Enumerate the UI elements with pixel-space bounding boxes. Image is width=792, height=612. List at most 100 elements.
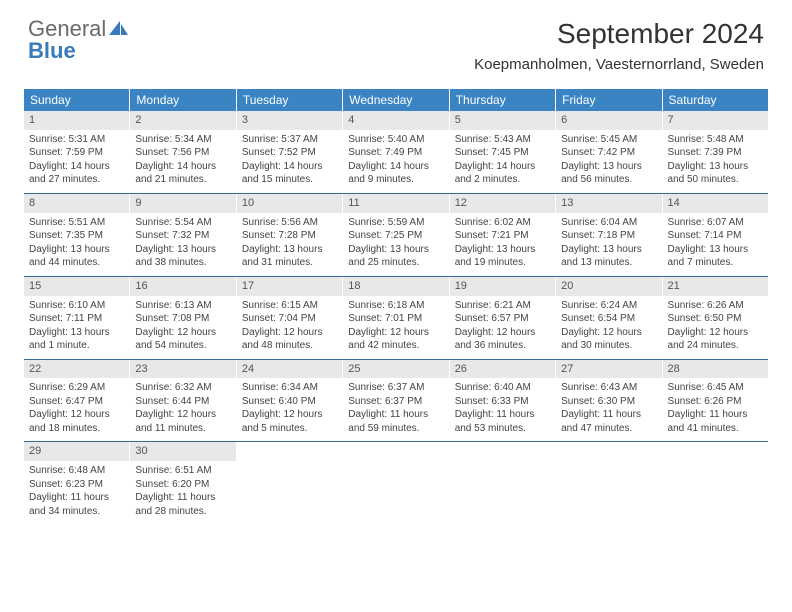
day-line-d1: Daylight: 14 hours: [242, 160, 337, 174]
day-line-ss: Sunset: 7:45 PM: [455, 146, 550, 160]
day-line-sr: Sunrise: 5:59 AM: [348, 216, 443, 230]
day-body: Sunrise: 6:13 AMSunset: 7:08 PMDaylight:…: [130, 296, 235, 359]
day-line-ss: Sunset: 7:39 PM: [668, 146, 763, 160]
day-number: 22: [24, 360, 129, 379]
weekday-header: Friday: [556, 89, 662, 111]
day-line-d2: and 18 minutes.: [29, 422, 124, 436]
day-number: 3: [237, 111, 342, 130]
day-line-d2: and 31 minutes.: [242, 256, 337, 270]
day-number: 24: [237, 360, 342, 379]
day-body: Sunrise: 6:51 AMSunset: 6:20 PMDaylight:…: [130, 461, 235, 524]
day-number: 29: [24, 442, 129, 461]
brand-sail-icon: [108, 18, 130, 40]
day-line-sr: Sunrise: 5:45 AM: [561, 133, 656, 147]
day-body: Sunrise: 6:40 AMSunset: 6:33 PMDaylight:…: [450, 378, 555, 441]
day-line-ss: Sunset: 7:01 PM: [348, 312, 443, 326]
day-line-sr: Sunrise: 5:40 AM: [348, 133, 443, 147]
week-row: 1Sunrise: 5:31 AMSunset: 7:59 PMDaylight…: [24, 111, 768, 194]
day-line-ss: Sunset: 7:59 PM: [29, 146, 124, 160]
day-number: 8: [24, 194, 129, 213]
day-line-d1: Daylight: 13 hours: [561, 243, 656, 257]
day-body: Sunrise: 6:15 AMSunset: 7:04 PMDaylight:…: [237, 296, 342, 359]
day-body: Sunrise: 6:37 AMSunset: 6:37 PMDaylight:…: [343, 378, 448, 441]
day-number: 17: [237, 277, 342, 296]
day-line-d2: and 56 minutes.: [561, 173, 656, 187]
day-line-ss: Sunset: 7:35 PM: [29, 229, 124, 243]
day-line-d2: and 28 minutes.: [135, 505, 230, 519]
day-line-d1: Daylight: 11 hours: [348, 408, 443, 422]
day-line-d1: Daylight: 13 hours: [29, 243, 124, 257]
title-block: September 2024 Koepmanholmen, Vaesternor…: [474, 18, 764, 73]
day-cell: 24Sunrise: 6:34 AMSunset: 6:40 PMDayligh…: [237, 360, 343, 442]
day-cell: 21Sunrise: 6:26 AMSunset: 6:50 PMDayligh…: [663, 277, 768, 359]
day-number: 28: [663, 360, 768, 379]
day-line-d2: and 13 minutes.: [561, 256, 656, 270]
day-line-d2: and 59 minutes.: [348, 422, 443, 436]
day-line-ss: Sunset: 7:52 PM: [242, 146, 337, 160]
day-line-ss: Sunset: 7:56 PM: [135, 146, 230, 160]
day-line-d2: and 1 minute.: [29, 339, 124, 353]
day-line-d2: and 27 minutes.: [29, 173, 124, 187]
day-line-d2: and 53 minutes.: [455, 422, 550, 436]
day-cell: 1Sunrise: 5:31 AMSunset: 7:59 PMDaylight…: [24, 111, 130, 193]
day-line-sr: Sunrise: 5:31 AM: [29, 133, 124, 147]
day-body: Sunrise: 6:45 AMSunset: 6:26 PMDaylight:…: [663, 378, 768, 441]
day-line-d2: and 7 minutes.: [668, 256, 763, 270]
day-cell: 14Sunrise: 6:07 AMSunset: 7:14 PMDayligh…: [663, 194, 768, 276]
day-cell: 6Sunrise: 5:45 AMSunset: 7:42 PMDaylight…: [556, 111, 662, 193]
day-line-ss: Sunset: 6:40 PM: [242, 395, 337, 409]
page-header: General Blue September 2024 Koepmanholme…: [0, 0, 792, 81]
day-line-d1: Daylight: 13 hours: [242, 243, 337, 257]
day-line-d1: Daylight: 12 hours: [29, 408, 124, 422]
day-line-d2: and 21 minutes.: [135, 173, 230, 187]
day-line-sr: Sunrise: 5:54 AM: [135, 216, 230, 230]
weekday-header-row: SundayMondayTuesdayWednesdayThursdayFrid…: [24, 89, 768, 111]
brand-logo: General Blue: [28, 18, 130, 62]
day-line-sr: Sunrise: 6:24 AM: [561, 299, 656, 313]
day-line-ss: Sunset: 6:33 PM: [455, 395, 550, 409]
day-line-d2: and 54 minutes.: [135, 339, 230, 353]
day-cell: [556, 442, 662, 524]
day-body: Sunrise: 6:26 AMSunset: 6:50 PMDaylight:…: [663, 296, 768, 359]
day-cell: 19Sunrise: 6:21 AMSunset: 6:57 PMDayligh…: [450, 277, 556, 359]
day-cell: 29Sunrise: 6:48 AMSunset: 6:23 PMDayligh…: [24, 442, 130, 524]
day-cell: [237, 442, 343, 524]
day-cell: 18Sunrise: 6:18 AMSunset: 7:01 PMDayligh…: [343, 277, 449, 359]
day-line-ss: Sunset: 7:49 PM: [348, 146, 443, 160]
day-number: 12: [450, 194, 555, 213]
day-line-d2: and 24 minutes.: [668, 339, 763, 353]
brand-name-line1: General: [28, 18, 130, 40]
day-cell: 7Sunrise: 5:48 AMSunset: 7:39 PMDaylight…: [663, 111, 768, 193]
day-cell: 13Sunrise: 6:04 AMSunset: 7:18 PMDayligh…: [556, 194, 662, 276]
day-line-d1: Daylight: 12 hours: [561, 326, 656, 340]
day-body: Sunrise: 5:45 AMSunset: 7:42 PMDaylight:…: [556, 130, 661, 193]
day-line-d1: Daylight: 12 hours: [135, 326, 230, 340]
day-cell: 12Sunrise: 6:02 AMSunset: 7:21 PMDayligh…: [450, 194, 556, 276]
day-line-sr: Sunrise: 6:29 AM: [29, 381, 124, 395]
day-line-d1: Daylight: 13 hours: [135, 243, 230, 257]
day-cell: 25Sunrise: 6:37 AMSunset: 6:37 PMDayligh…: [343, 360, 449, 442]
day-line-d2: and 5 minutes.: [242, 422, 337, 436]
day-number: 13: [556, 194, 661, 213]
day-body: Sunrise: 5:56 AMSunset: 7:28 PMDaylight:…: [237, 213, 342, 276]
day-line-d1: Daylight: 13 hours: [668, 160, 763, 174]
day-body: Sunrise: 5:37 AMSunset: 7:52 PMDaylight:…: [237, 130, 342, 193]
day-cell: 26Sunrise: 6:40 AMSunset: 6:33 PMDayligh…: [450, 360, 556, 442]
day-body: Sunrise: 5:51 AMSunset: 7:35 PMDaylight:…: [24, 213, 129, 276]
day-cell: 30Sunrise: 6:51 AMSunset: 6:20 PMDayligh…: [130, 442, 236, 524]
day-number: 5: [450, 111, 555, 130]
day-line-d2: and 15 minutes.: [242, 173, 337, 187]
weekday-header: Tuesday: [237, 89, 343, 111]
weekday-header: Wednesday: [343, 89, 449, 111]
day-number: 7: [663, 111, 768, 130]
month-title: September 2024: [474, 18, 764, 50]
day-line-sr: Sunrise: 6:32 AM: [135, 381, 230, 395]
day-line-d1: Daylight: 11 hours: [668, 408, 763, 422]
day-cell: 20Sunrise: 6:24 AMSunset: 6:54 PMDayligh…: [556, 277, 662, 359]
day-number: 30: [130, 442, 235, 461]
day-number: 16: [130, 277, 235, 296]
day-body: Sunrise: 6:34 AMSunset: 6:40 PMDaylight:…: [237, 378, 342, 441]
day-line-ss: Sunset: 6:50 PM: [668, 312, 763, 326]
day-line-sr: Sunrise: 6:34 AM: [242, 381, 337, 395]
day-line-ss: Sunset: 7:08 PM: [135, 312, 230, 326]
